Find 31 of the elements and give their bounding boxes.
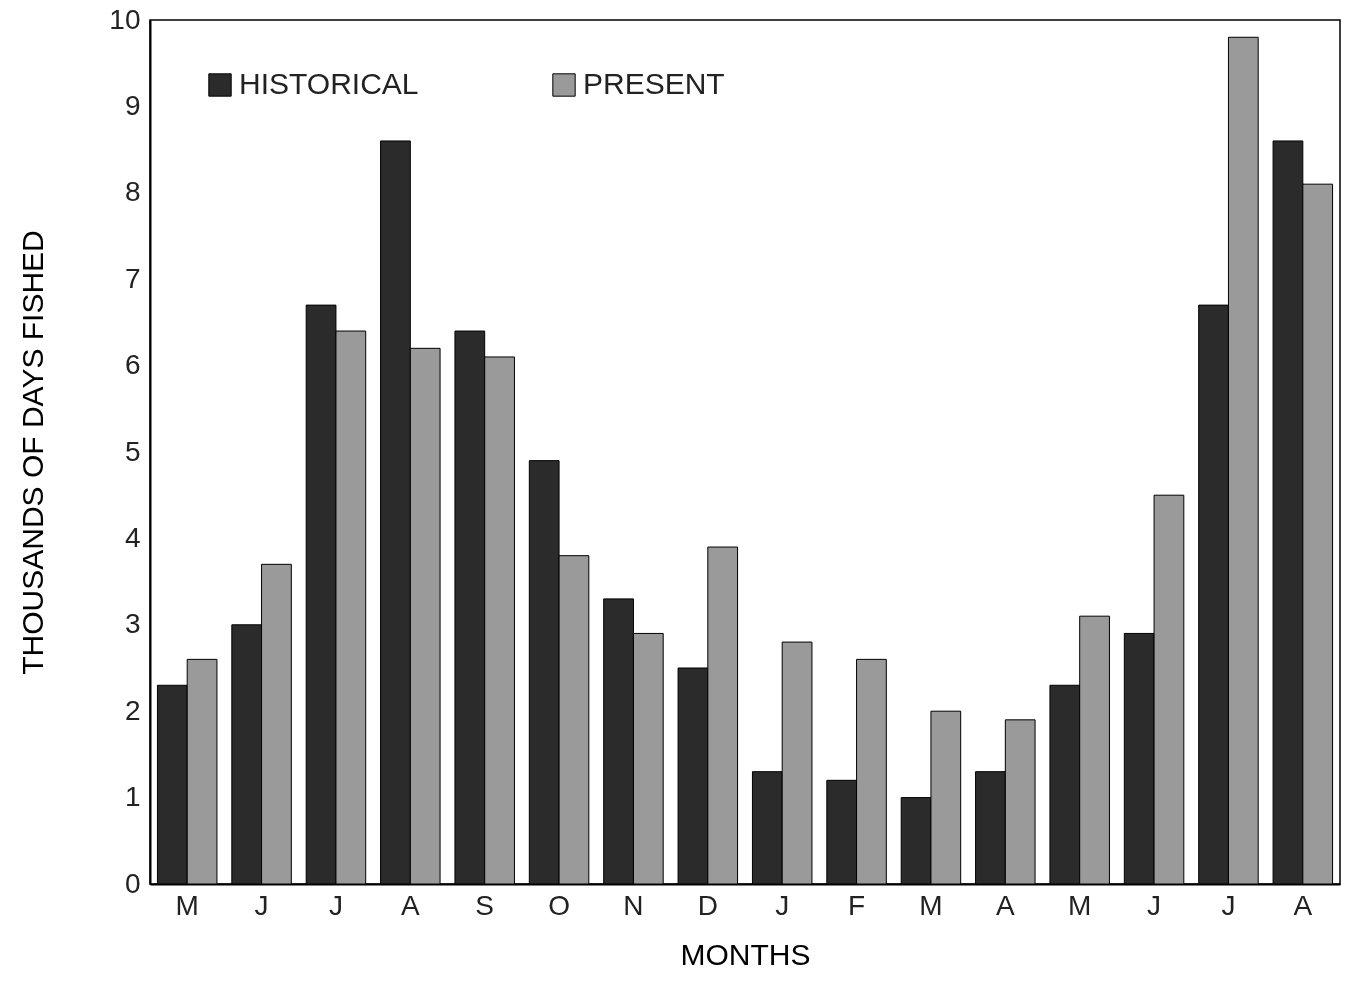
x-tick-label: M bbox=[1068, 889, 1092, 921]
x-tick-label: A bbox=[400, 889, 420, 921]
x-tick-label: J bbox=[1147, 889, 1162, 921]
x-tick-label: J bbox=[328, 889, 343, 921]
y-tick-label: 5 bbox=[124, 435, 141, 467]
y-tick-label: 1 bbox=[124, 781, 141, 813]
y-tick-label: 3 bbox=[124, 608, 141, 640]
y-tick-label: 2 bbox=[124, 694, 141, 726]
x-tick-label: D bbox=[697, 889, 718, 921]
x-tick-label: O bbox=[548, 889, 570, 921]
x-tick-label: J bbox=[775, 889, 790, 921]
y-tick-label: 8 bbox=[124, 176, 141, 208]
y-tick-label: 0 bbox=[124, 867, 141, 899]
y-tick-label: 4 bbox=[124, 521, 141, 553]
y-tick-label: 7 bbox=[124, 262, 141, 294]
x-tick-label: J bbox=[254, 889, 269, 921]
x-tick-label: A bbox=[1293, 889, 1313, 921]
legend-label: PRESENT bbox=[583, 67, 725, 100]
y-tick-label: 10 bbox=[109, 3, 141, 35]
x-tick-label: J bbox=[1221, 889, 1236, 921]
x-tick-label: M bbox=[919, 889, 943, 921]
x-tick-label: F bbox=[848, 889, 866, 921]
x-axis-title: MONTHS bbox=[680, 937, 811, 971]
x-tick-label: N bbox=[623, 889, 644, 921]
legend-label: HISTORICAL bbox=[239, 67, 419, 100]
x-tick-label: M bbox=[175, 889, 199, 921]
y-axis-title: THOUSANDS OF DAYS FISHED bbox=[16, 230, 50, 675]
x-tick-label: A bbox=[995, 889, 1015, 921]
y-tick-label: 6 bbox=[124, 349, 141, 381]
x-tick-label: S bbox=[475, 889, 495, 921]
y-tick-label: 9 bbox=[124, 89, 141, 121]
